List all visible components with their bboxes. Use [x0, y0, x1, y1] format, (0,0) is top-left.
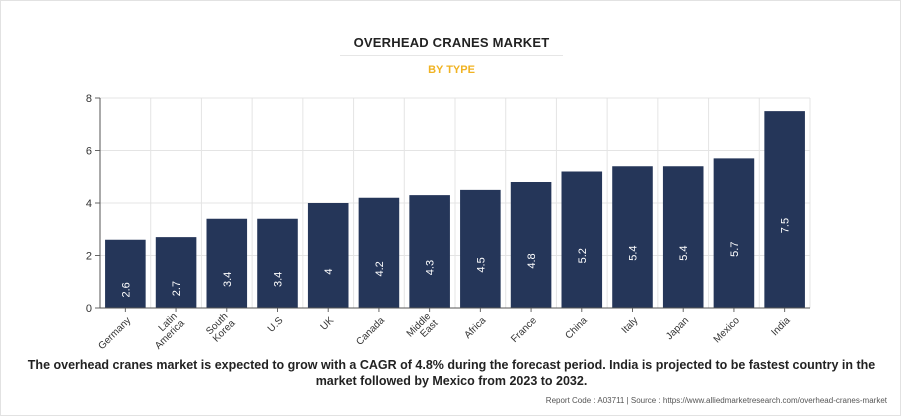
bar: [662, 166, 704, 308]
y-tick-label: 8: [86, 93, 92, 105]
bar: [561, 171, 603, 308]
bar-value-label: 5.7: [729, 242, 741, 257]
bar: [307, 203, 349, 308]
chart-subtitle: BY TYPE: [428, 64, 475, 76]
bar: [612, 166, 653, 308]
bar: [460, 189, 501, 308]
category-label: France: [509, 315, 539, 345]
chart-title: OVERHEAD CRANES MARKET: [353, 35, 550, 50]
chart-caption: The overhead cranes market is expected t…: [27, 358, 876, 388]
category-label: India: [769, 315, 792, 338]
source-footer: Report Code : A03711 | Source : https://…: [545, 396, 887, 405]
bar-value-label: 2.6: [120, 282, 132, 297]
bar: [105, 239, 146, 308]
y-tick-label: 4: [86, 198, 92, 210]
bar-chart: 0 2 4 6 8 2.6 Germany 2.7 LatinAmerica 3.4 SouthKo…: [86, 93, 811, 352]
bar-value-label: 4.8: [526, 253, 538, 268]
category-label: Germany: [96, 315, 133, 352]
title-divider: [340, 55, 563, 56]
bar: [257, 218, 298, 308]
category-label: U.S: [266, 315, 286, 335]
bar-value-label: 4: [323, 268, 335, 274]
bar: [409, 195, 450, 308]
category-label: Italy: [620, 315, 641, 336]
category-label: UK: [319, 315, 337, 333]
bar: [764, 111, 805, 308]
bar-value-label: 2.7: [171, 281, 183, 296]
bar: [510, 182, 552, 308]
category-label: Japan: [664, 315, 691, 342]
category-label: LatinAmerica: [146, 311, 187, 352]
category-label: SouthKorea: [204, 311, 238, 345]
bar-value-label: 5.4: [628, 245, 640, 260]
category-label: MiddleEast: [405, 311, 441, 347]
bar: [155, 237, 197, 308]
bar: [358, 197, 400, 308]
y-tick-label: 6: [86, 146, 92, 158]
bar-value-label: 4.2: [374, 261, 386, 276]
y-tick-label: 0: [86, 303, 92, 315]
bar-value-label: 7.5: [780, 218, 792, 233]
bar-value-label: 3.4: [222, 272, 234, 287]
bar-value-label: 4.3: [425, 260, 437, 275]
category-label: China: [563, 315, 590, 342]
bar: [713, 158, 755, 308]
category-label: Mexico: [712, 315, 742, 345]
bar-value-label: 5.2: [577, 248, 589, 263]
bar: [206, 218, 248, 308]
category-label: Canada: [354, 315, 387, 348]
category-label: Africa: [462, 315, 488, 341]
y-tick-label: 2: [86, 251, 92, 263]
bar-value-label: 4.5: [475, 257, 487, 272]
bar-value-label: 5.4: [678, 245, 690, 260]
bar-value-label: 3.4: [273, 272, 285, 287]
